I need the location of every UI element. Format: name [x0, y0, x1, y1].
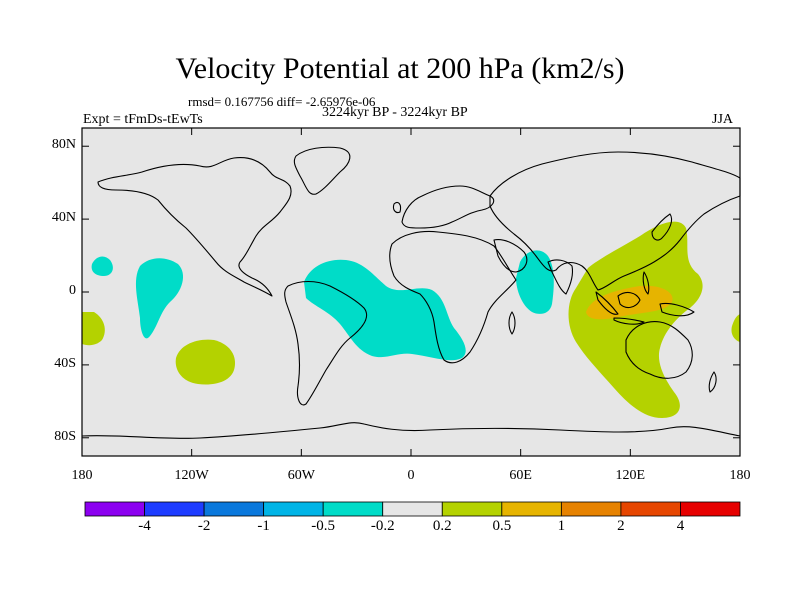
colorbar-swatch [203, 501, 265, 517]
lon-label: 180 [729, 468, 751, 483]
lat-label: 40N [51, 210, 76, 226]
coastline-greenland [293, 146, 351, 195]
colorbar-swatch [680, 501, 741, 517]
stats-text: rmsd= 0.167756 diff= -2.65976e-06 [188, 94, 376, 109]
coastline-africa [389, 230, 517, 364]
region-dateline-west-positive [82, 312, 105, 346]
coastline-europe [401, 185, 495, 229]
experiment-label: Expt = tFmDs-tEwTs [83, 112, 203, 127]
region-dateline-east-positive [731, 314, 740, 342]
colorbar-label: -1 [257, 518, 270, 534]
colorbar-label: 4 [676, 518, 685, 534]
coastline-british-isles [392, 201, 402, 214]
colorbar-swatch [84, 501, 145, 517]
colorbar-label: 0.2 [432, 518, 452, 534]
colorbar-label: -2 [197, 518, 211, 534]
tick-marks [81, 128, 741, 456]
coastline-north-america [97, 157, 292, 297]
colorbar-swatch [620, 501, 681, 517]
colorbar-swatch [382, 501, 443, 517]
colorbar [84, 501, 741, 517]
colorbar-label: 1 [557, 518, 566, 534]
coastline-philippines [642, 271, 650, 295]
season-label: JJA [712, 112, 734, 127]
colorbar-swatch [144, 501, 205, 517]
lat-label: 0 [69, 283, 76, 298]
lon-label: 60E [509, 468, 532, 483]
map-title: Velocity Potential at 200 hPa (km2/s) [175, 52, 625, 85]
lat-label: 80S [54, 428, 76, 444]
colorbar-label: 2 [617, 518, 625, 534]
lon-label: 180 [71, 468, 93, 483]
coastline-madagascar [508, 311, 516, 335]
coastlines [81, 146, 741, 439]
coastline-japan [651, 213, 673, 241]
region-east-pacific-central-negative [135, 258, 184, 339]
coastline-borneo [617, 291, 641, 309]
lat-label: 40S [54, 355, 76, 371]
lon-label: 120W [174, 468, 209, 483]
region-east-pacific-north-negative [91, 256, 113, 276]
colorbar-label: -0.5 [311, 518, 336, 534]
coastline-antarctica [81, 422, 741, 439]
colorbar-swatch [501, 501, 562, 517]
coastline-india [547, 259, 574, 295]
lon-label: 0 [407, 468, 415, 483]
colorbar-swatch [441, 501, 503, 517]
lat-label: 80N [51, 137, 76, 153]
colorbar-label: -0.2 [370, 518, 395, 534]
colorbar-label: 0.5 [492, 518, 512, 534]
coastline-asia [489, 151, 741, 291]
colorbar-label: -4 [138, 518, 151, 534]
coastline-new-zealand [708, 371, 717, 393]
coastline-new-guinea [659, 302, 695, 317]
coastline-south-america [284, 280, 368, 406]
colorbar-swatch [322, 501, 384, 517]
lon-label: 120E [615, 468, 646, 483]
lon-label: 60W [287, 468, 315, 483]
period-label: 3224kyr BP - 3224kyr BP [322, 105, 468, 120]
coastline-arabia [493, 239, 528, 273]
region-southeast-pacific-positive [175, 339, 236, 385]
coastline-java [613, 317, 645, 325]
coastline-australia [625, 321, 693, 379]
colorbar-swatch [560, 501, 622, 517]
coastline-sumatra [595, 291, 619, 315]
region-south-america-atlantic-africa-negative [304, 259, 466, 361]
colorbar-swatch [263, 501, 324, 517]
